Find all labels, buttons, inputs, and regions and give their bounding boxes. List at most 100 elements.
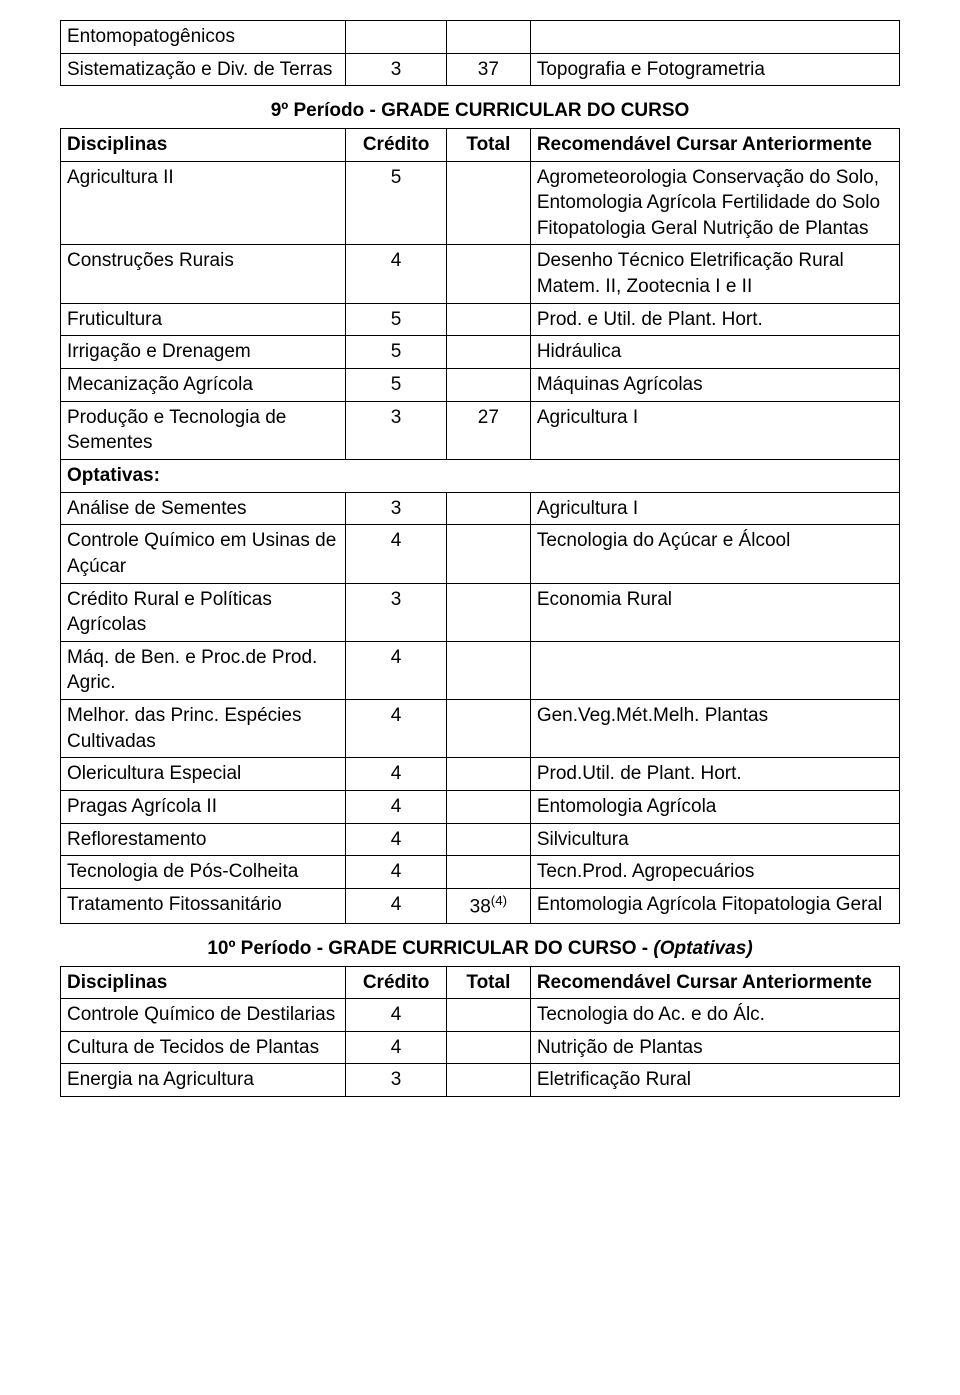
cell-cred (346, 21, 447, 54)
table-row: Tecnologia de Pós-Colheita4 Tecn.Prod. Ag… (61, 856, 900, 889)
cell-rec: Tecn.Prod. Agropecuários (530, 856, 899, 889)
cell-tot (446, 823, 530, 856)
table-row: Entomopatogênicos (61, 21, 900, 54)
table-row: Sistematização e Div. de Terras 3 37 Top… (61, 53, 900, 86)
period9-title: 9º Período - GRADE CURRICULAR DO CURSO (60, 98, 900, 124)
cell-disc: Controle Químico de Destilarias (61, 999, 346, 1032)
cell-tot (446, 492, 530, 525)
table-row: Análise de Sementes3 Agricultura I (61, 492, 900, 525)
cell-cred: 4 (346, 641, 447, 699)
table-row: Cultura de Tecidos de Plantas4 Nutrição d… (61, 1031, 900, 1064)
hdr-cred: Crédito (346, 128, 447, 161)
cell-cred: 5 (346, 161, 447, 245)
cell-rec (530, 641, 899, 699)
cell-cred: 4 (346, 1031, 447, 1064)
table-row: Crédito Rural e Políticas Agrícolas3 Econ… (61, 583, 900, 641)
cell-rec: Hidráulica (530, 336, 899, 369)
cell-section: Optativas: (61, 459, 900, 492)
cell-disc: Tecnologia de Pós-Colheita (61, 856, 346, 889)
table-row: Tratamento Fitossanitário438(4)Entomolog… (61, 888, 900, 923)
cell-disc: Crédito Rural e Políticas Agrícolas (61, 583, 346, 641)
cell-cred: 4 (346, 856, 447, 889)
cell-rec: Prod.Util. de Plant. Hort. (530, 758, 899, 791)
cell-tot (446, 856, 530, 889)
cell-rec: Silvicultura (530, 823, 899, 856)
cell-disc: Pragas Agrícola II (61, 791, 346, 824)
cell-disc: Cultura de Tecidos de Plantas (61, 1031, 346, 1064)
cell-cred: 5 (346, 369, 447, 402)
table-row: Olericultura Especial4 Prod.Util. de Plan… (61, 758, 900, 791)
cell-disc: Agricultura II (61, 161, 346, 245)
cell-tot: 27 (446, 401, 530, 459)
cell-tot (446, 791, 530, 824)
cell-tot (446, 21, 530, 54)
cell-rec: Entomologia Agrícola Fitopatologia Geral (530, 888, 899, 923)
table-row: Reflorestamento4 Silvicultura (61, 823, 900, 856)
cell-cred: 3 (346, 492, 447, 525)
cell-rec: Entomologia Agrícola (530, 791, 899, 824)
cell-rec: Prod. e Util. de Plant. Hort. (530, 303, 899, 336)
cell-disc: Tratamento Fitossanitário (61, 888, 346, 923)
hdr-tot: Total (446, 966, 530, 999)
cell-tot (446, 1064, 530, 1097)
cell-tot (446, 1031, 530, 1064)
cell-disc: Construções Rurais (61, 245, 346, 303)
cell-rec: Máquinas Agrícolas (530, 369, 899, 402)
cell-cred: 3 (346, 583, 447, 641)
table-header-row: Disciplinas Crédito Total Recomendável C… (61, 966, 900, 999)
table-row: Optativas: (61, 459, 900, 492)
cell-cred: 4 (346, 823, 447, 856)
cell-rec: Agricultura I (530, 401, 899, 459)
cell-disc: Produção e Tecnologia de Sementes (61, 401, 346, 459)
cell-rec: Economia Rural (530, 583, 899, 641)
table-row: Controle Químico em Usinas de Açúcar4Tec… (61, 525, 900, 583)
cell-cred: 4 (346, 245, 447, 303)
cell-tot (446, 641, 530, 699)
cell-rec: Agrometeorologia Conservação do Solo, En… (530, 161, 899, 245)
table-row: Fruticultura5Prod. e Util. de Plant. Hor… (61, 303, 900, 336)
period9-table: Disciplinas Crédito Total Recomendável C… (60, 128, 900, 924)
table-row: Melhor. das Princ. Espécies Cultivadas4G… (61, 700, 900, 758)
cell-rec: Desenho Técnico Eletrificação Rural Mate… (530, 245, 899, 303)
table-row: Irrigação e Drenagem5 Hidráulica (61, 336, 900, 369)
cell-disc: Controle Químico em Usinas de Açúcar (61, 525, 346, 583)
cell-disc: Energia na Agricultura (61, 1064, 346, 1097)
cell-rec: Nutrição de Plantas (530, 1031, 899, 1064)
cell-cred: 5 (346, 336, 447, 369)
cell-cred: 4 (346, 791, 447, 824)
cell-tot (446, 999, 530, 1032)
table-row: Máq. de Ben. e Proc.de Prod. Agric.4 (61, 641, 900, 699)
table-row: Mecanização Agrícola5Máquinas Agrícolas (61, 369, 900, 402)
hdr-rec: Recomendável Cursar Anteriormente (530, 966, 899, 999)
cell-tot (446, 336, 530, 369)
table-header-row: Disciplinas Crédito Total Recomendável C… (61, 128, 900, 161)
cell-disc: Máq. de Ben. e Proc.de Prod. Agric. (61, 641, 346, 699)
cell-cred: 4 (346, 888, 447, 923)
cell-tot (446, 700, 530, 758)
cell-disc: Irrigação e Drenagem (61, 336, 346, 369)
cell-cred: 4 (346, 758, 447, 791)
cell-rec: Agricultura I (530, 492, 899, 525)
cell-tot: 38(4) (446, 888, 530, 923)
cell-cred: 3 (346, 1064, 447, 1097)
hdr-cred: Crédito (346, 966, 447, 999)
table-row: Construções Rurais4 Desenho Técnico Eletr… (61, 245, 900, 303)
table-row: Agricultura II5 Agrometeorologia Conserva… (61, 161, 900, 245)
top-table: Entomopatogênicos Sistematização e Div. … (60, 20, 900, 86)
hdr-disc: Disciplinas (61, 966, 346, 999)
cell-cred: 3 (346, 401, 447, 459)
hdr-disc: Disciplinas (61, 128, 346, 161)
table-row: Energia na Agricultura3 Eletrificação Rur… (61, 1064, 900, 1097)
cell-tot (446, 583, 530, 641)
period10-title-italic: (Optativas) (653, 938, 752, 959)
cell-disc: Entomopatogênicos (61, 21, 346, 54)
cell-cred: 3 (346, 53, 447, 86)
cell-disc: Olericultura Especial (61, 758, 346, 791)
cell-rec: Eletrificação Rural (530, 1064, 899, 1097)
cell-disc: Análise de Sementes (61, 492, 346, 525)
cell-disc: Reflorestamento (61, 823, 346, 856)
period10-title-main: 10º Período - GRADE CURRICULAR DO CURSO … (207, 938, 653, 959)
period10-title: 10º Período - GRADE CURRICULAR DO CURSO … (60, 936, 900, 962)
cell-rec: Gen.Veg.Mét.Melh. Plantas (530, 700, 899, 758)
cell-rec: Topografia e Fotogrametria (530, 53, 899, 86)
